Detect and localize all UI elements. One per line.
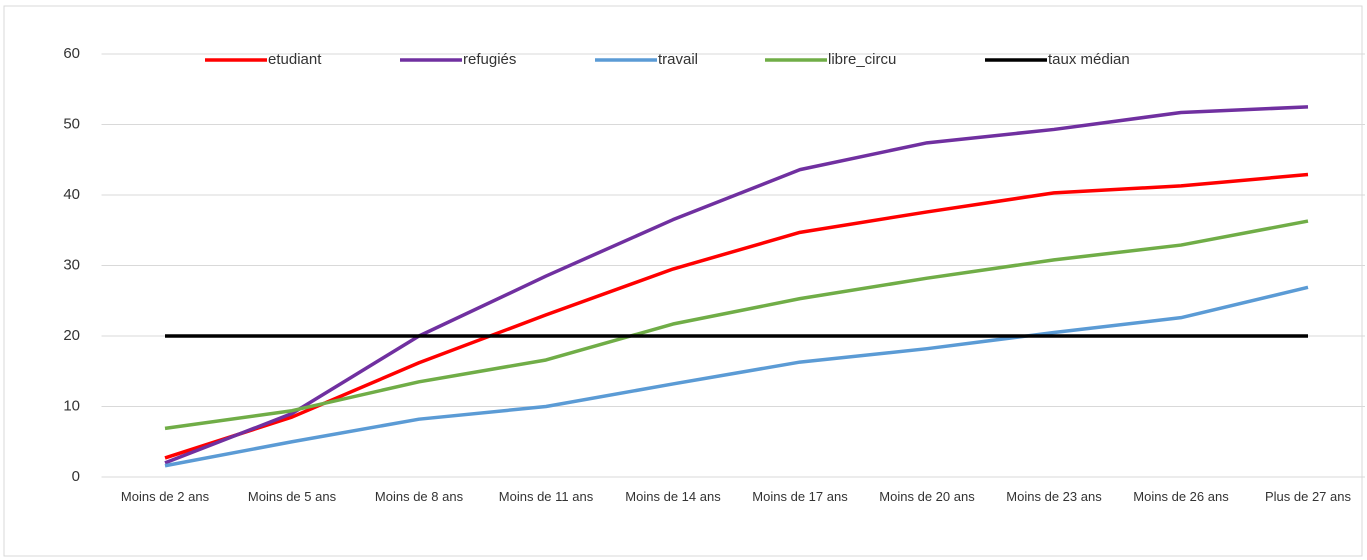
series-line: [164, 285, 1309, 468]
x-tick-label: Moins de 23 ans: [1006, 489, 1102, 504]
series-line: [164, 172, 1309, 460]
x-tick-label: Moins de 14 ans: [625, 489, 721, 504]
x-tick-label: Moins de 20 ans: [879, 489, 975, 504]
x-tick-label: Moins de 17 ans: [752, 489, 848, 504]
y-tick-label: 50: [63, 115, 80, 132]
x-tick-label: Moins de 2 ans: [120, 489, 210, 504]
x-tick-label: Plus de 27 ans: [1264, 489, 1351, 504]
legend-label: etudiant: [268, 51, 322, 68]
legend-label: travail: [658, 51, 698, 68]
series-line: [164, 219, 1309, 431]
y-tick-label: 40: [63, 186, 80, 203]
y-tick-label: 60: [63, 45, 80, 62]
y-tick-label: 20: [63, 327, 80, 344]
y-tick-label: 0: [72, 468, 80, 485]
legend-label: taux médian: [1048, 51, 1130, 68]
x-tick-label: Moins de 8 ans: [374, 489, 464, 504]
x-tick-label: Moins de 26 ans: [1133, 489, 1229, 504]
x-tick-label: Moins de 11 ans: [498, 489, 594, 504]
x-tick-label: Moins de 5 ans: [247, 489, 337, 504]
y-tick-label: 30: [63, 256, 80, 273]
legend-label: libre_circu: [828, 51, 896, 68]
legend-label: refugiés: [463, 51, 516, 68]
y-tick-label: 10: [63, 397, 80, 414]
series-line: [164, 105, 1309, 465]
chart-border: [3, 5, 1363, 557]
